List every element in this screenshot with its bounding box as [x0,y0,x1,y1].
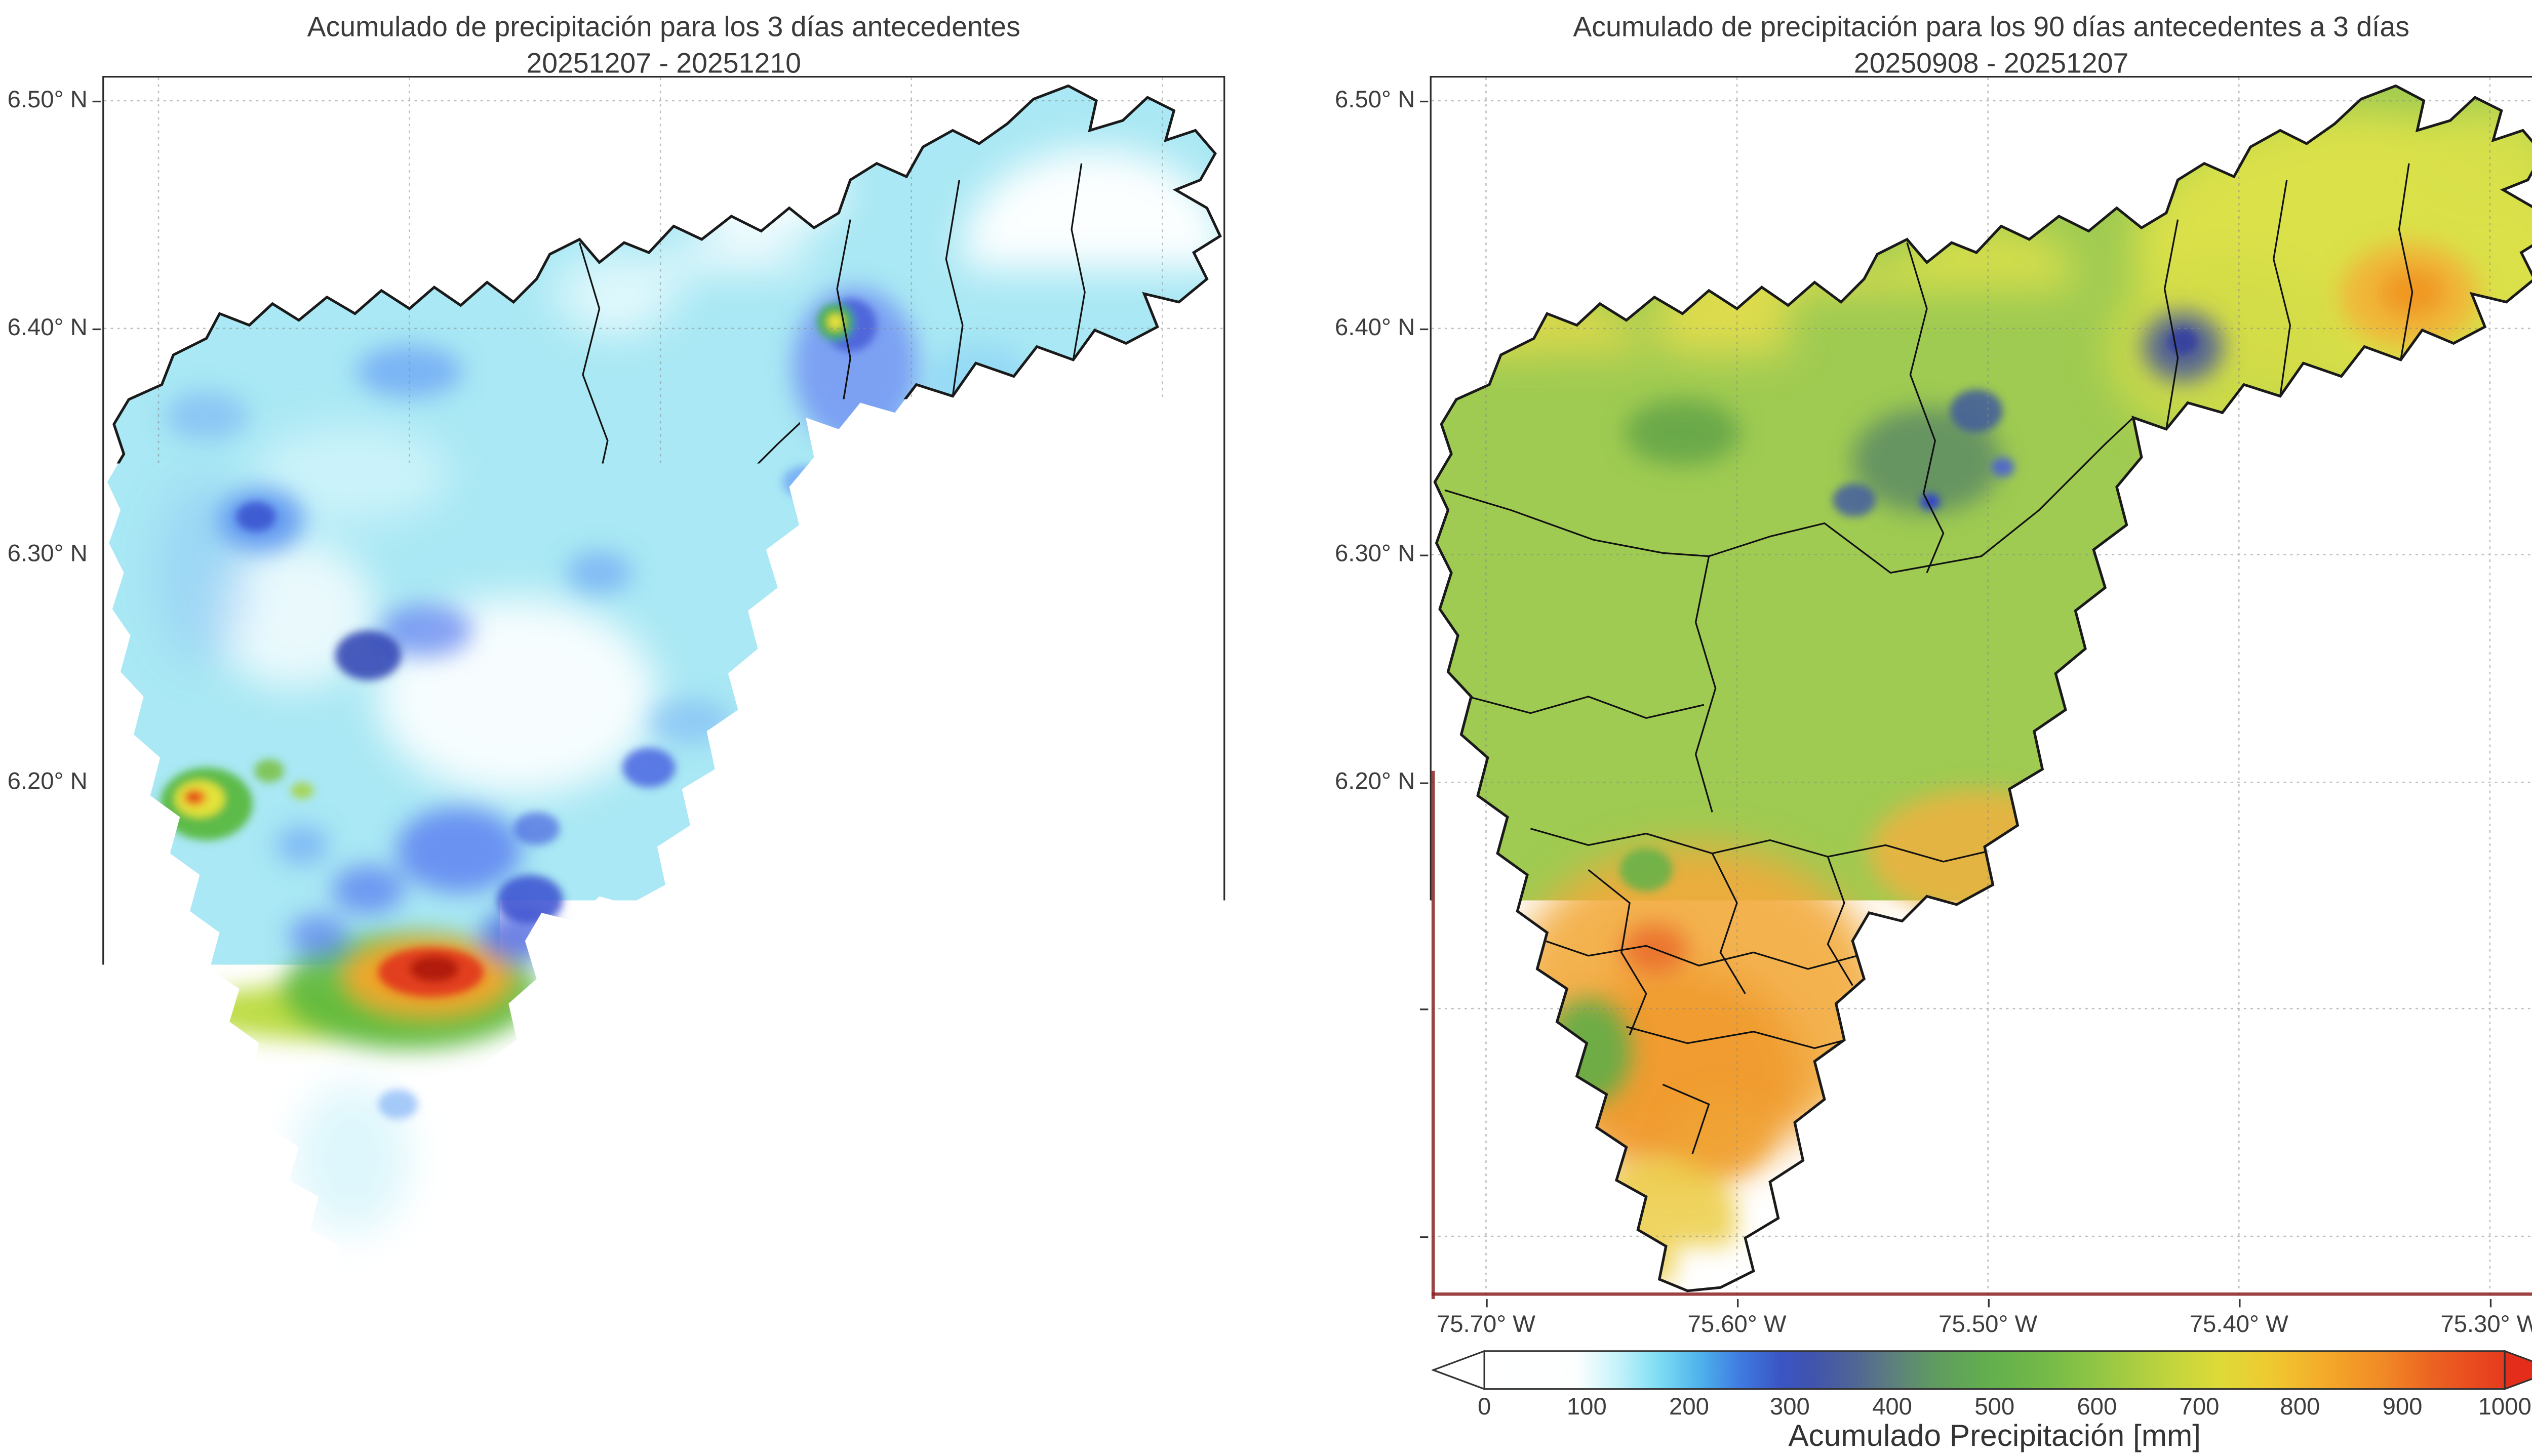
y-tick-mark [1420,555,1428,556]
colorbar-tick: 400 [1872,1395,1912,1421]
colorbar-tick: 600 [2077,1395,2117,1421]
right-colorbar-label: Acumulado Precipitación [mm] [1432,1418,2532,1454]
colorbar-tick: 800 [2280,1395,2320,1421]
colorbar-tick: 500 [1974,1395,2014,1421]
colorbar-tick: 1 [160,1395,173,1421]
colorbar-tick: 15 [297,1395,324,1421]
y-tick-mark [1420,782,1428,784]
left-colorbar-max-arrow [1177,1351,1229,1389]
colorbar-tick: 25 [400,1395,426,1421]
y-tick-label: 6.50° N [0,88,88,114]
y-tick-label: 6.50° N [1313,88,1415,114]
right-colorbar-max-arrow [2505,1351,2532,1389]
x-tick-mark [159,1299,160,1307]
left-colorbar: 0 1 5 10 15 20 25 30 35 40 50 60 80 100 … [104,1350,1230,1452]
y-tick-label: 6.00° N [1313,1223,1415,1249]
right-panel-title: Acumulado de precipitación para los 90 d… [1430,10,2532,82]
right-boundary-accent-left [1432,771,1435,1299]
x-tick-mark [1486,1299,1487,1307]
left-map-panel: 75.70° W 75.60° W 75.50° W 75.40° W 75.3… [102,76,1225,1298]
y-tick-mark [93,101,101,102]
x-tick-label: 75.30° W [2440,1312,2532,1339]
left-title-line1: Acumulado de precipitación para los 3 dí… [102,10,1225,46]
x-tick-label: 75.40° W [2190,1312,2288,1339]
colorbar-tick: 700 [2180,1395,2220,1421]
x-tick-label: 75.50° W [1938,1312,2037,1339]
x-tick-label: 75.40° W [862,1312,961,1339]
colorbar-tick: 900 [2383,1395,2423,1421]
left-colorbar-min-arrow [106,1351,157,1389]
y-tick-mark [93,555,101,556]
x-tick-mark [2490,1299,2491,1307]
colorbar-tick: 60 [756,1395,783,1421]
colorbar-tick: 5 [202,1395,215,1421]
y-tick-label: 6.20° N [1313,769,1415,795]
right-map-panel: 75.70° W 75.60° W 75.50° W 75.40° W 75.3… [1430,76,2532,1298]
x-tick-label: 75.60° W [1688,1312,1787,1339]
y-tick-label: 6.00° N [0,1223,88,1249]
x-tick-mark [660,1299,662,1307]
x-tick-label: 75.30° W [1113,1312,1212,1339]
figure: Acumulado de precipitación para los 3 dí… [0,0,2532,1456]
x-tick-mark [1988,1299,1990,1307]
y-tick-label: 6.40° N [0,315,88,342]
colorbar-tick: 0 [1478,1395,1491,1421]
x-tick-mark [1162,1299,1164,1307]
x-tick-label: 75.70° W [109,1312,208,1339]
y-tick-mark [93,329,101,330]
y-tick-label: 6.40° N [1313,315,1415,342]
colorbar-tick: 35 [500,1395,527,1421]
colorbar-tick: 100 [1157,1395,1197,1421]
left-colorbar-gradient [104,1350,1230,1390]
left-boundary-accent-bottom [600,1292,1223,1296]
colorbar-tick: 300 [1770,1395,1810,1421]
colorbar-tick: 200 [1669,1395,1709,1421]
y-tick-label: 6.10° N [0,995,88,1022]
right-precipitation-field [1432,77,2532,1299]
right-colorbar: 0 100 200 300 400 500 600 700 800 900 10… [1432,1350,2532,1452]
y-tick-mark [1420,329,1428,330]
right-colorbar-min-arrow [1433,1351,1484,1389]
x-tick-mark [1737,1299,1738,1307]
right-map-svg [1432,77,2532,1299]
x-tick-label: 75.70° W [1437,1312,1535,1339]
left-colorbar-label: Acumulado Precipitación [mm] [104,1418,1230,1454]
colorbar-tick: 100 [1567,1395,1607,1421]
right-colorbar-gradient [1432,1350,2532,1390]
y-tick-mark [93,782,101,784]
x-tick-mark [912,1299,913,1307]
y-tick-label: 6.30° N [0,541,88,568]
y-tick-label: 6.20° N [0,769,88,795]
left-map-svg [104,77,1227,1299]
left-panel-title: Acumulado de precipitación para los 3 dí… [102,10,1225,82]
x-tick-label: 75.50° W [611,1312,710,1339]
y-tick-mark [1420,1236,1428,1238]
y-tick-mark [1420,1008,1428,1010]
y-tick-label: 6.10° N [1313,995,1415,1022]
colorbar-tick: 20 [348,1395,375,1421]
colorbar-tick: 1000 [2478,1395,2531,1421]
y-tick-mark [93,1236,101,1238]
right-title-line1: Acumulado de precipitación para los 90 d… [1430,10,2532,46]
y-tick-mark [93,1008,101,1010]
colorbar-tick: 40 [551,1395,578,1421]
x-tick-mark [410,1299,411,1307]
x-tick-mark [2239,1299,2240,1307]
right-boundary-accent-bottom [1432,1292,2532,1296]
colorbar-tick: 50 [654,1395,681,1421]
y-tick-label: 6.30° N [1313,541,1415,568]
y-tick-mark [1420,101,1428,102]
colorbar-tick: 80 [959,1395,986,1421]
colorbar-tick: 30 [449,1395,476,1421]
colorbar-tick: 10 [246,1395,273,1421]
x-tick-label: 75.60° W [360,1312,459,1339]
